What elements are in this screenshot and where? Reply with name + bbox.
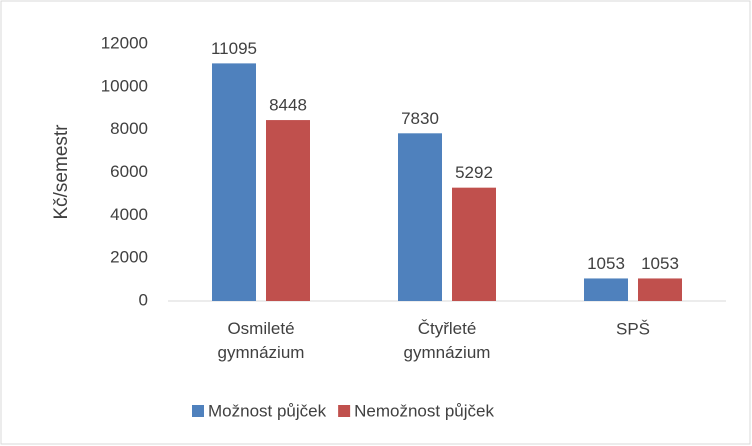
bar bbox=[212, 63, 256, 302]
x-tick-label-line: gymnázium bbox=[218, 343, 305, 362]
bar bbox=[266, 120, 310, 302]
bar bbox=[452, 187, 496, 301]
data-label: 11095 bbox=[211, 39, 257, 58]
data-label: 8448 bbox=[269, 96, 307, 115]
x-tick-label: Čtyřleté gymnázium bbox=[404, 319, 491, 362]
bar bbox=[398, 133, 442, 301]
y-tick-label: 8000 bbox=[110, 119, 148, 138]
x-tick-label-line: gymnázium bbox=[404, 343, 491, 362]
y-axis-label: Kč/semestr bbox=[51, 124, 72, 220]
x-tick-label-line: Osmileté bbox=[227, 319, 294, 338]
y-tick-label: 12000 bbox=[101, 33, 148, 52]
data-label: 1053 bbox=[641, 254, 679, 273]
y-tick-label: 10000 bbox=[101, 76, 148, 95]
legend-label: Nemožnost půjček bbox=[354, 401, 494, 420]
legend-swatch bbox=[192, 405, 204, 417]
x-tick-label: Osmileté gymnázium bbox=[218, 319, 305, 362]
data-label: 7830 bbox=[401, 109, 439, 128]
legend-label: Možnost půjček bbox=[208, 401, 327, 420]
bar bbox=[638, 278, 682, 301]
y-tick-label: 6000 bbox=[110, 162, 148, 181]
y-tick-label: 2000 bbox=[110, 248, 148, 267]
y-tick-label: 0 bbox=[139, 290, 148, 309]
bar bbox=[584, 278, 628, 301]
data-label: 1053 bbox=[587, 254, 625, 273]
x-tick-label-line: Čtyřleté bbox=[418, 319, 477, 338]
data-label: 5292 bbox=[455, 163, 493, 182]
x-tick-label: SPŠ bbox=[616, 319, 650, 338]
y-tick-label: 4000 bbox=[110, 205, 148, 224]
legend-swatch bbox=[338, 405, 351, 417]
